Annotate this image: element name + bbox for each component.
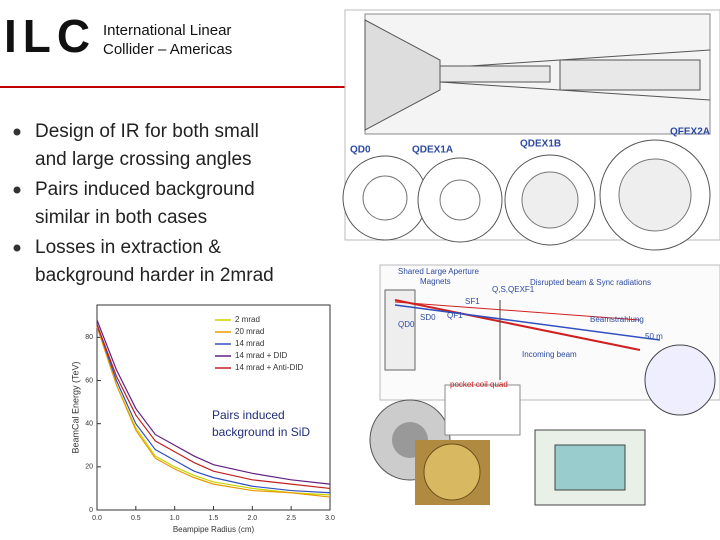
top-diagram <box>342 9 720 251</box>
bullet-dot <box>13 128 21 136</box>
legend-label: 20 mrad <box>235 327 264 336</box>
data-line <box>96 326 331 498</box>
bullet-text: background harder in 2mrad <box>35 265 274 286</box>
x-tick-label: 1.0 <box>170 515 180 522</box>
y-tick-label: 20 <box>85 464 93 471</box>
diagram-label: QDEX1B <box>520 139 561 150</box>
x-axis-label: Beampipe Radius (cm) <box>173 525 255 534</box>
diagram-label: QF1 <box>447 311 463 320</box>
x-tick-label: 0.0 <box>92 515 102 522</box>
annotation: background in SiD <box>212 425 310 439</box>
diagram-label: QD0 <box>350 145 371 156</box>
y-tick-label: 80 <box>85 334 93 341</box>
chart: 0 20 40 60 80 0.0 0.5 1.0 1.5 2.0 2.5 3.0 Beampipe R… <box>60 300 340 534</box>
bullet-dot <box>13 244 21 252</box>
legend-label: 14 mrad + DID <box>235 351 287 360</box>
x-tick-label: 2.5 <box>286 515 296 522</box>
x-tick-label: 3.0 <box>325 515 335 522</box>
legend-label: 2 mrad <box>235 315 260 324</box>
legend-label: 14 mrad <box>235 339 264 348</box>
bullet-list: Design of IR for both small and large cro… <box>13 121 274 286</box>
y-tick-label: 40 <box>85 421 93 428</box>
diagram-label: QFEX2A <box>670 127 710 138</box>
y-tick-label: 0 <box>89 507 93 514</box>
data-line <box>96 324 331 494</box>
diagram-label: Magnets <box>420 277 451 286</box>
bullet-dot <box>13 186 21 194</box>
diagram-label: Disrupted beam & Sync radiations <box>530 278 651 287</box>
x-tick-label: 2.0 <box>247 515 257 522</box>
data-line <box>96 319 331 485</box>
diagram-label: SD0 <box>420 313 436 322</box>
chart-frame <box>60 300 340 532</box>
diagram-label: QD0 <box>398 320 415 329</box>
y-tick-label: 60 <box>85 377 93 384</box>
diagram-label: Beamstrahlung <box>590 315 644 324</box>
diagram-label: pocket coil quad <box>450 380 508 389</box>
x-tick-label: 0.5 <box>131 515 141 522</box>
bullet-text: Pairs induced background <box>35 179 255 200</box>
y-axis-label: BeamCal Energy (TeV) <box>70 361 80 453</box>
annotation: Pairs induced <box>212 408 285 422</box>
bullet-text: Losses in extraction & <box>35 237 221 258</box>
diagram-label: SF1 <box>465 297 480 306</box>
bullet-text: Design of IR for both small <box>35 121 259 142</box>
bullet-text: and large crossing angles <box>35 149 252 170</box>
diagram-label: 50 m <box>645 332 663 341</box>
data-line <box>96 324 331 490</box>
org-line: International Linear <box>103 22 231 39</box>
x-tick-label: 1.5 <box>209 515 219 522</box>
bullet-text: similar in both cases <box>35 207 207 228</box>
diagram-label: QDEX1A <box>412 145 453 156</box>
logo: ILC <box>4 10 96 62</box>
diagram-label: Incoming beam <box>522 350 577 359</box>
diagram-label: Q,S,QEXF1 <box>492 285 535 294</box>
org-line: Collider – Americas <box>103 41 232 58</box>
diagram-label: Shared Large Aperture <box>398 267 479 276</box>
legend-label: 14 mrad + Anti-DID <box>235 363 303 372</box>
layout-diagram <box>369 264 720 506</box>
